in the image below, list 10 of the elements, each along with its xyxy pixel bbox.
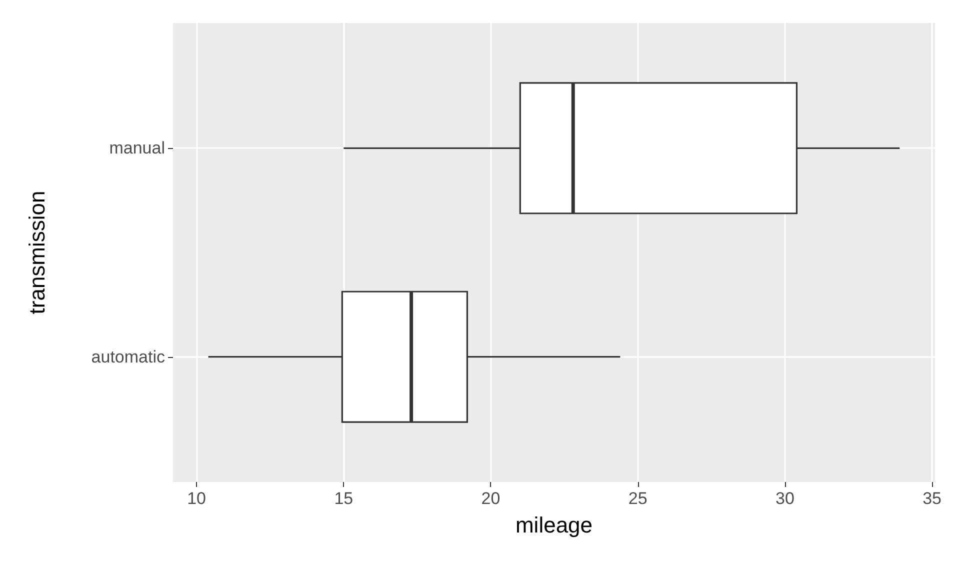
y-axis-title: transmission [24,190,50,314]
x-tick-label: 20 [481,489,500,508]
x-tick-label: 35 [922,489,942,508]
y-tick-label: automatic [91,347,166,366]
x-tick-label: 15 [334,489,354,508]
x-axis-title: mileage [515,512,593,538]
x-tick-label: 30 [775,489,794,508]
x-tick-label: 25 [628,489,648,508]
x-tick-label: 10 [187,489,206,508]
y-tick-label: manual [109,138,165,158]
